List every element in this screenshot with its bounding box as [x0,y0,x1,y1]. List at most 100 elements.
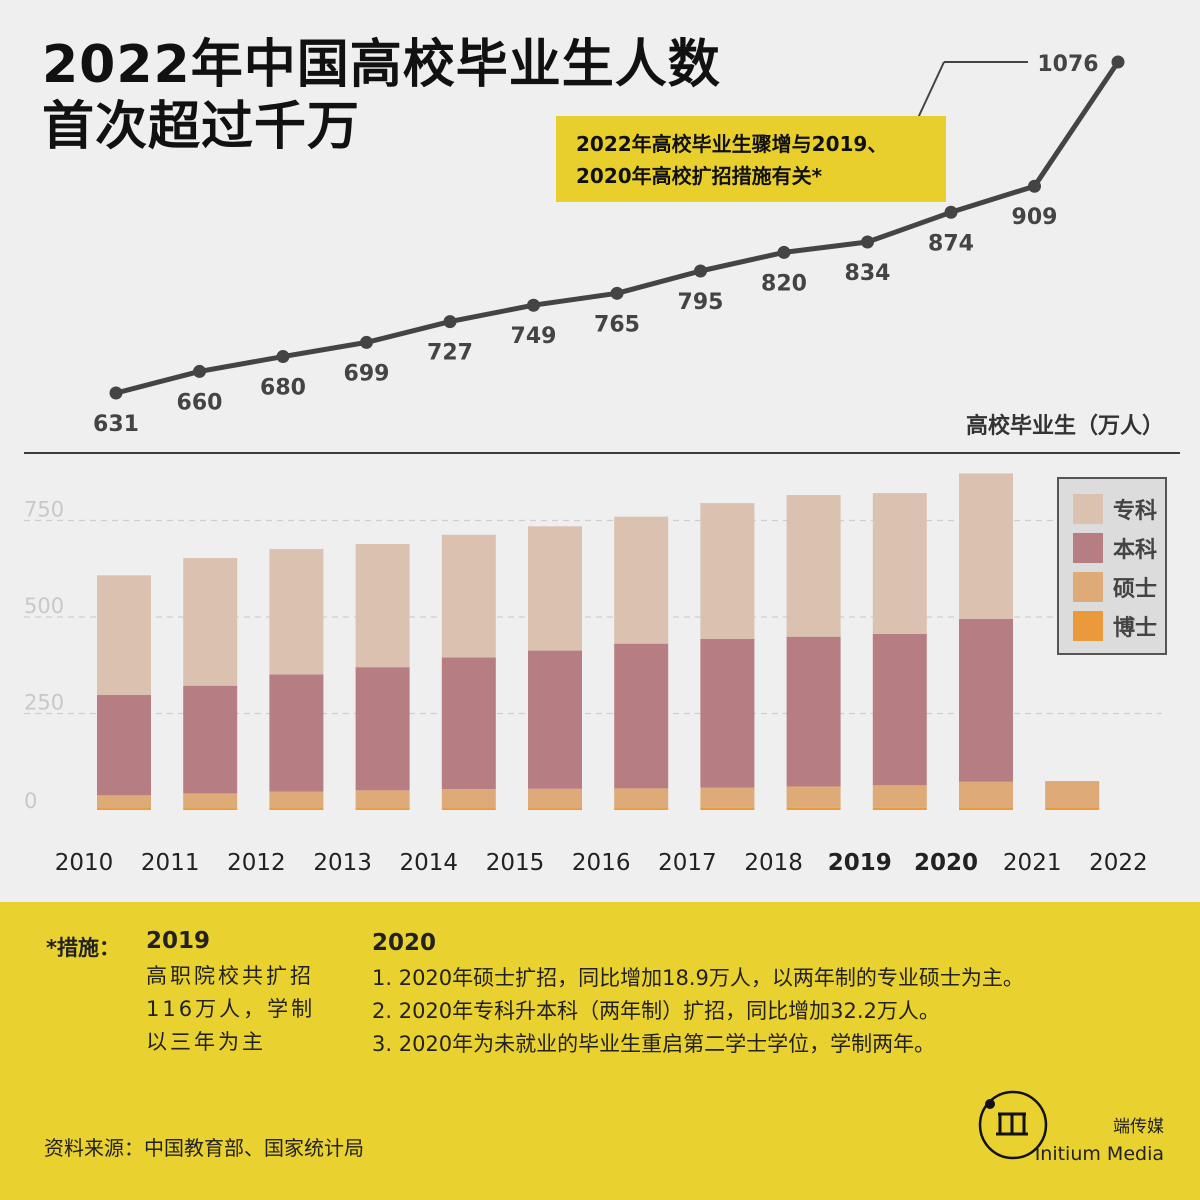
callout-note-line-2: 2020年高校扩招措施有关* [576,164,823,188]
graduates-line-chart: 631 660 680 699 727 749 765 795 820 834 874 909 1076 [93,52,1125,437]
bar-zhuanke-2011 [183,557,238,686]
legend-label-shuoshi: 硕士 [1113,576,1158,602]
measures-2019-line: 以三年为主 [146,1030,266,1054]
line-label-2017: 795 [678,290,724,315]
legend-item-shuoshi: 硕士 [1073,567,1157,606]
bar-shuoshi-2020 [959,781,1013,808]
x-tick-label-2022: 2022 [1089,850,1148,876]
line-point-2019 [861,235,874,249]
line-layer: 631 660 680 699 727 749 765 795 820 834 874 909 1076 [93,52,1125,437]
legend-swatch-shuoshi [1073,571,1103,602]
line-point-2014 [443,315,457,329]
line-label-2018: 820 [761,271,807,296]
x-tick-label-2017: 2017 [658,850,717,876]
title-line-2: 首次超过千万 [42,97,361,157]
bar-benke-2018 [786,636,841,787]
bar-boshi-2015 [528,808,582,810]
x-tick-label-2021: 2021 [1003,850,1062,876]
callout-note: 2022年高校毕业生骤增与2019、 2020年高校扩招措施有关* [556,116,946,202]
bar-zhuanke-2015 [528,526,582,651]
bar-shuoshi-2013 [355,790,410,809]
initium-logo-icon [978,1090,1048,1160]
line-point-2011 [193,364,206,378]
legend-label-boshi: 博士 [1113,615,1158,641]
bar-zhuanke-2014 [441,534,496,658]
line-label-2022: 1076 [1037,52,1098,77]
measures-2019: 2019 高职院校共扩招 116万人，学制 以三年为主 [146,928,346,1059]
measures-2020-line: 3. 2020年为未就业的毕业生重启第二学士学位，学制两年。 [372,1032,936,1056]
x-tick-label-2016: 2016 [572,850,631,876]
x-tick-label-2015: 2015 [486,850,545,876]
x-axis-labels: 2010 2011 2012 2013 2014 2015 2016 2017 2018 2019… [55,850,1148,876]
bar-shuoshi-2016 [614,788,669,809]
measures-2020: 2020 1. 2020年硕士扩招，同比增加18.9万人，以两年制的专业硕士为主… [372,930,1172,1061]
x-tick-label-2013: 2013 [313,850,372,876]
x-tick-label-2011: 2011 [141,850,200,876]
legend-label-benke: 本科 [1113,537,1158,563]
line-label-2010: 631 [93,412,139,437]
measures-2019-text: 高职院校共扩招 116万人，学制 以三年为主 [146,960,346,1059]
page-title: 2022年中国高校毕业生人数 首次超过千万 [42,34,721,158]
measures-footer: *措施： 2019 高职院校共扩招 116万人，学制 以三年为主 2020 1.… [0,902,1200,1200]
bar-zhuanke-2012 [269,549,324,675]
bar-boshi-2014 [441,808,496,810]
legend-item-benke: 本科 [1073,528,1157,567]
measures-2020-year: 2020 [372,930,437,956]
bar-shuoshi-2010 [97,795,151,809]
bar-boshi-2017 [700,807,755,810]
line-unit-label: 高校毕业生（万人） [965,414,1164,439]
measures-2020-text: 1. 2020年硕士扩招，同比增加18.9万人，以两年制的专业硕士为主。 2. … [372,962,1172,1061]
x-tick-label-2018: 2018 [744,850,803,876]
title-line-1: 2022年中国高校毕业生人数 [42,35,721,95]
brand-name-cn: 端传媒 [1113,1117,1164,1137]
bar-layer [97,473,1100,810]
bar-boshi-2012 [269,808,324,810]
bar-benke-2017 [700,639,755,788]
x-tick-label-2014: 2014 [400,850,459,876]
bar-boshi-2016 [614,808,669,810]
bar-boshi-2010 [97,808,151,810]
legend: 专科 本科 硕士 博士 [1057,477,1167,655]
bar-shuoshi-2019 [872,785,927,808]
line-point-2021 [1028,179,1041,193]
bar-shuoshi-2021 [1045,781,1100,808]
line-point-2013 [360,335,373,349]
x-tick-label-2010: 2010 [55,850,114,876]
source-note: 资料来源：中国教育部、国家统计局 [44,1136,364,1160]
y-tick-label-0: 0 [24,789,37,813]
legend-item-zhuanke: 专科 [1073,489,1157,528]
line-point-2022 [1111,55,1125,69]
bar-benke-2020 [959,618,1013,782]
line-label-2021: 909 [1012,205,1058,230]
line-label-2014: 727 [427,341,473,366]
bar-boshi-2021 [1045,807,1100,810]
line-point-2010 [109,386,123,400]
bar-zhuanke-2018 [786,495,841,637]
bar-benke-2010 [97,694,151,796]
bar-shuoshi-2018 [786,786,841,808]
y-tick-label-500: 500 [24,594,64,618]
bar-shuoshi-2011 [183,793,238,809]
bar-benke-2013 [355,667,410,791]
bar-boshi-2011 [183,808,238,810]
y-tick-label-250: 250 [24,691,64,715]
bar-zhuanke-2013 [355,544,410,668]
x-tick-label-2020: 2020 [914,850,978,876]
bar-benke-2019 [872,633,927,786]
bar-benke-2011 [183,685,238,794]
bar-benke-2014 [441,657,496,790]
bar-benke-2015 [528,650,582,789]
line-label-2019: 834 [845,261,891,286]
measures-2020-line: 1. 2020年硕士扩招，同比增加18.9万人，以两年制的专业硕士为主。 [372,966,1024,990]
line-point-2012 [276,350,290,364]
y-tick-label-750: 750 [24,498,64,522]
line-label-2013: 699 [344,361,390,386]
line-point-2018 [777,245,791,259]
bar-shuoshi-2012 [269,791,324,809]
bar-boshi-2018 [786,807,841,810]
measures-2019-line: 116万人，学制 [146,997,316,1021]
measures-2020-line: 2. 2020年专科升本科（两年制）扩招，同比增加32.2万人。 [372,999,940,1023]
section-divider [24,452,1180,454]
line-label-2012: 680 [260,376,306,401]
